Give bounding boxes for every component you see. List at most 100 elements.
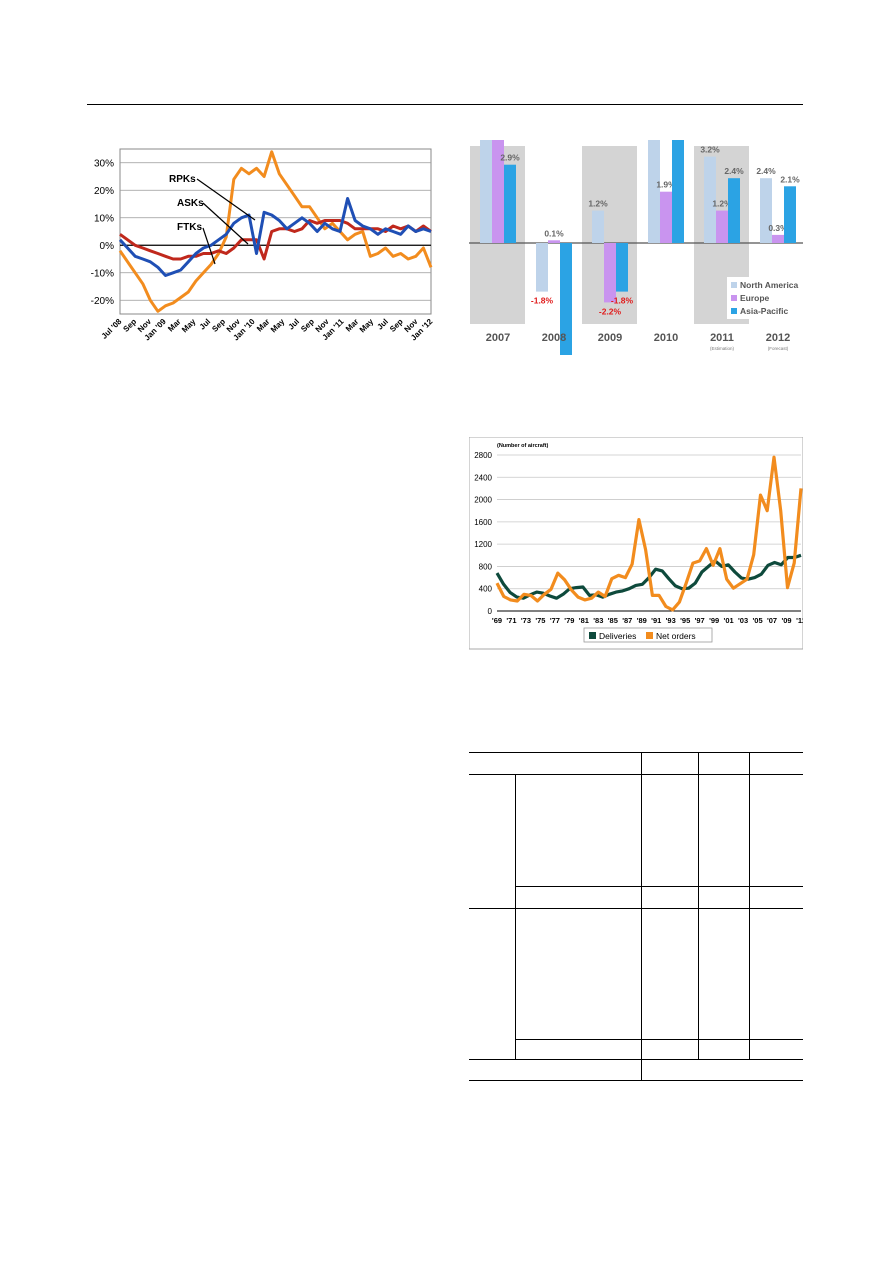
data-label: 0.3% bbox=[768, 223, 788, 233]
series-line-asks bbox=[119, 219, 432, 261]
bar-asia-pacific bbox=[560, 243, 572, 355]
series-annotation: RPKs bbox=[169, 174, 196, 185]
y-tick-label: 20% bbox=[94, 186, 114, 197]
x-tick-label: '75 bbox=[535, 616, 545, 625]
x-tick-label: '73 bbox=[521, 616, 531, 625]
x-tick-label: Jul bbox=[287, 317, 302, 332]
x-tick-label: Jul '08 bbox=[100, 317, 124, 341]
y-tick-label: -20% bbox=[91, 296, 114, 307]
series-annotation: FTKs bbox=[177, 222, 202, 233]
x-tick-label: '77 bbox=[550, 616, 560, 625]
x-tick-label: '93 bbox=[666, 616, 676, 625]
data-label: -1.8% bbox=[531, 296, 554, 306]
x-tick-label: '69 bbox=[492, 616, 502, 625]
y-tick-label: 2000 bbox=[474, 496, 492, 505]
category-label: 2011 bbox=[710, 332, 734, 344]
bar-north-america bbox=[480, 140, 492, 243]
legend-box bbox=[727, 277, 799, 319]
x-tick-label: Sep bbox=[210, 317, 227, 334]
x-tick-label: Sep bbox=[388, 317, 405, 334]
data-label: 2.1% bbox=[780, 174, 800, 184]
x-tick-label: Mar bbox=[344, 317, 360, 333]
bar-europe bbox=[660, 191, 672, 243]
bar-asia-pacific bbox=[672, 140, 684, 243]
data-label: 1.2% bbox=[588, 199, 608, 209]
legend-label: North America bbox=[740, 280, 799, 290]
x-tick-label: '71 bbox=[506, 616, 516, 625]
legend-swatch bbox=[731, 282, 737, 288]
x-tick-label: '07 bbox=[767, 616, 777, 625]
series-line-net-orders bbox=[495, 455, 803, 612]
legend-label: Europe bbox=[740, 293, 770, 303]
table-grid bbox=[469, 752, 803, 1081]
legend-swatch bbox=[589, 632, 596, 639]
annotation-leader bbox=[196, 178, 256, 221]
legend-swatch bbox=[731, 295, 737, 301]
x-tick-label: '99 bbox=[709, 616, 719, 625]
category-note: (Estimation) bbox=[710, 346, 735, 351]
data-label: 1.9% bbox=[656, 180, 676, 190]
x-tick-label: May bbox=[269, 317, 287, 335]
bar-north-america bbox=[760, 178, 772, 243]
legend-label: Net orders bbox=[656, 631, 696, 641]
x-tick-label: '91 bbox=[651, 616, 661, 625]
category-label: 2008 bbox=[542, 332, 566, 344]
series-annotation: ASKs bbox=[177, 198, 204, 209]
series-line-ftks bbox=[118, 150, 433, 313]
bar-europe bbox=[548, 240, 560, 243]
y-axis-title: (Number of aircraft) bbox=[497, 443, 549, 449]
category-label: 2010 bbox=[654, 332, 678, 344]
y-tick-label: 800 bbox=[479, 562, 493, 571]
y-tick-label: -10% bbox=[91, 268, 114, 279]
bar-europe bbox=[716, 210, 728, 243]
x-tick-label: '09 bbox=[781, 616, 791, 625]
data-label: 2.9% bbox=[500, 153, 520, 163]
data-label: 3.2% bbox=[700, 145, 720, 155]
category-label: 2007 bbox=[486, 332, 510, 344]
data-label: 2.4% bbox=[756, 166, 776, 176]
x-tick-label: '97 bbox=[695, 616, 705, 625]
y-tick-label: 0 bbox=[488, 607, 493, 616]
x-tick-label: Mar bbox=[166, 317, 182, 333]
bar-asia-pacific bbox=[728, 178, 740, 243]
y-tick-label: 30% bbox=[94, 158, 114, 169]
bar-europe bbox=[492, 140, 504, 243]
x-tick-label: '03 bbox=[738, 616, 748, 625]
bar-north-america bbox=[704, 156, 716, 243]
data-label: -2.2% bbox=[599, 306, 622, 316]
y-tick-label: 0% bbox=[100, 241, 115, 252]
legend-label: Asia-Pacific bbox=[740, 306, 788, 316]
category-note: (Forecast) bbox=[768, 346, 789, 351]
x-tick-label: '87 bbox=[622, 616, 632, 625]
x-tick-label: '11 bbox=[796, 616, 803, 625]
x-tick-label: Sep bbox=[299, 317, 316, 334]
data-label: 0.1% bbox=[544, 228, 564, 238]
bar-north-america bbox=[648, 140, 660, 243]
bar-europe bbox=[772, 234, 784, 243]
x-tick-label: '83 bbox=[593, 616, 603, 625]
x-tick-label: '95 bbox=[680, 616, 690, 625]
x-tick-label: '89 bbox=[637, 616, 647, 625]
y-tick-label: 1200 bbox=[474, 540, 492, 549]
x-tick-label: '05 bbox=[753, 616, 763, 625]
header-rule bbox=[87, 104, 803, 105]
y-tick-label: 2800 bbox=[474, 451, 492, 460]
annotation-leader bbox=[202, 227, 216, 265]
bar-asia-pacific bbox=[504, 164, 516, 243]
y-tick-label: 400 bbox=[479, 585, 493, 594]
legend-swatch bbox=[646, 632, 653, 639]
y-tick-label: 10% bbox=[94, 213, 114, 224]
bar-asia-pacific bbox=[616, 243, 628, 292]
x-tick-label: '85 bbox=[608, 616, 618, 625]
legend-swatch bbox=[731, 308, 737, 314]
data-label: 1.2% bbox=[712, 199, 732, 209]
x-tick-label: '01 bbox=[724, 616, 734, 625]
legend-label: Deliveries bbox=[599, 631, 636, 641]
data-table bbox=[469, 752, 803, 1081]
x-tick-label: Jul bbox=[198, 317, 213, 332]
bar-europe bbox=[604, 243, 616, 303]
y-tick-label: 1600 bbox=[474, 518, 492, 527]
x-tick-label: May bbox=[180, 317, 198, 335]
y-tick-label: 2400 bbox=[474, 473, 492, 482]
